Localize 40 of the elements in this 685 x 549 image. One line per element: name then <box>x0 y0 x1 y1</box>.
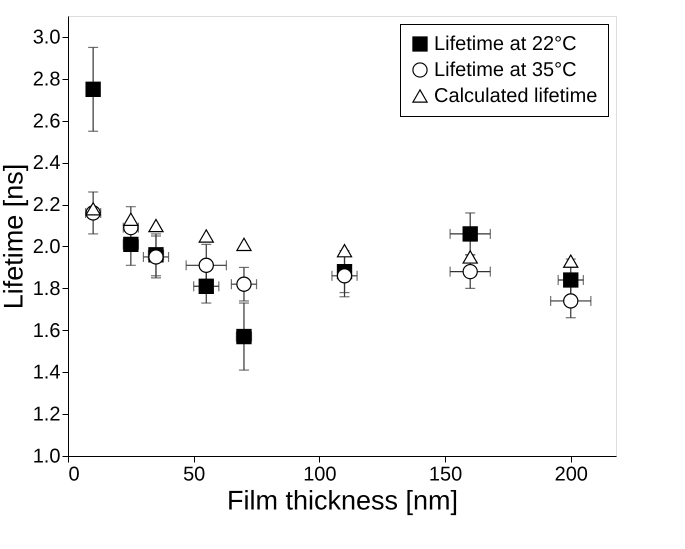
point <box>236 328 252 344</box>
y-tick-label: 3.0 <box>32 26 60 48</box>
point <box>236 238 252 252</box>
point <box>198 258 214 273</box>
y-tick-label: 2.6 <box>32 110 60 132</box>
x-tick-label: 200 <box>554 464 588 486</box>
y-tick-label: 2.8 <box>32 68 60 90</box>
x-tick-label: 0 <box>68 464 80 486</box>
point <box>148 218 164 232</box>
point <box>85 202 101 216</box>
y-tick-label: 2.2 <box>32 194 60 216</box>
y-axis-title: Lifetime [ns] <box>0 164 29 310</box>
y-tick-label: 1.2 <box>32 404 60 426</box>
point <box>563 293 578 309</box>
point <box>198 278 214 294</box>
point <box>123 236 139 252</box>
point <box>563 254 578 268</box>
legend-label: Lifetime at 35°C <box>434 59 577 81</box>
y-tick-label: 2.0 <box>32 236 60 258</box>
y-tick-label: 1.4 <box>32 362 60 384</box>
point <box>236 276 252 292</box>
point <box>462 264 478 280</box>
point <box>336 268 352 284</box>
y-tick-label: 2.4 <box>32 152 60 174</box>
point <box>336 244 352 258</box>
point <box>462 250 478 264</box>
y-tick-label: 1.8 <box>32 278 60 300</box>
legend-label: Lifetime at 22°C <box>434 33 577 55</box>
y-tick-label: 1.0 <box>32 446 60 468</box>
x-axis-title: Film thickness [nm] <box>226 486 458 516</box>
point <box>85 82 101 98</box>
x-tick-label: 150 <box>428 464 462 486</box>
point <box>123 212 139 226</box>
point <box>462 226 478 242</box>
point <box>198 229 214 243</box>
x-tick-label: 50 <box>183 464 206 486</box>
point <box>563 272 578 288</box>
legend-label: Calculated lifetime <box>434 85 598 107</box>
y-tick-label: 1.6 <box>32 320 60 342</box>
x-tick-label: 100 <box>303 464 337 486</box>
